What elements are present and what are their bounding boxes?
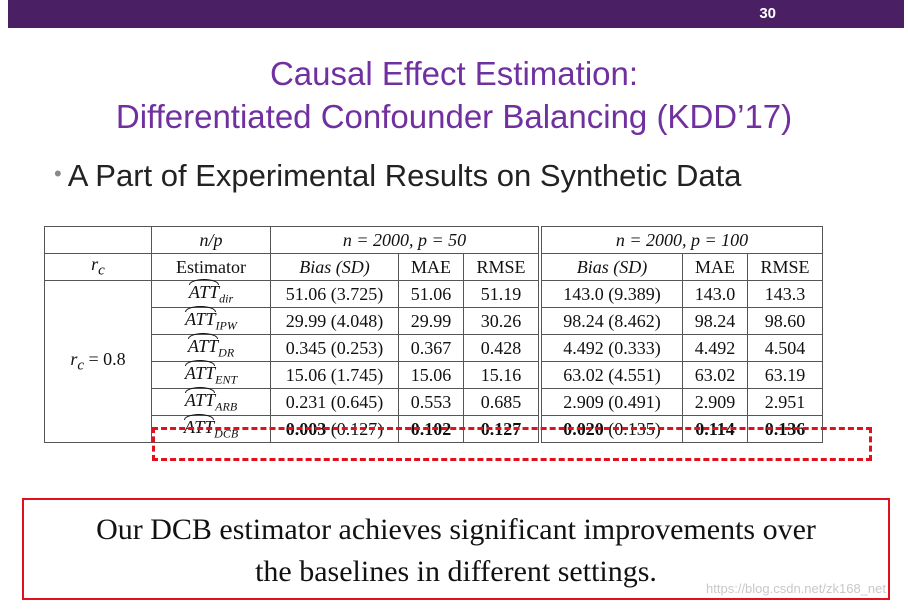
table-cell: 0.003 (0.127)	[270, 415, 399, 443]
title-line-1: Causal Effect Estimation:	[269, 55, 639, 92]
table-cell: 143.3	[747, 280, 823, 308]
table-cell: 4.504	[747, 334, 823, 362]
table-cell: 2.909 (0.491)	[538, 388, 683, 416]
estimator-att-ipw: ATTIPW	[151, 305, 271, 335]
table-cell: 98.24 (8.462)	[538, 307, 683, 335]
slide-title: Causal Effect Estimation: Differentiated…	[0, 52, 908, 138]
conclusion-box: Our DCB estimator achieves significant i…	[22, 498, 890, 600]
table-cell: 51.06	[398, 280, 464, 308]
table-cell: 0.553	[398, 388, 464, 416]
empty-header-cell	[44, 226, 152, 254]
bullet-text: A Part of Experimental Results on Synthe…	[67, 158, 742, 193]
table-cell: 15.16	[463, 361, 541, 389]
page-number: 30	[759, 5, 776, 22]
table-cell: 0.127	[463, 415, 541, 443]
table-cell: 63.02	[682, 361, 748, 389]
group-header-p100: n = 2000, p = 100	[538, 226, 823, 254]
col-bias-2: Bias (SD)	[538, 253, 683, 281]
table-cell: 51.19	[463, 280, 541, 308]
rc-group-label: rc = 0.8	[44, 280, 152, 443]
table-cell: 0.428	[463, 334, 541, 362]
table-cell: 0.345 (0.253)	[270, 334, 399, 362]
col-mae-1: MAE	[398, 253, 464, 281]
estimator-att-ent: ATTENT	[151, 359, 271, 389]
table-cell: 0.102	[398, 415, 464, 443]
table-cell: 51.06 (3.725)	[270, 280, 399, 308]
table-cell: 0.136	[747, 415, 823, 443]
table-cell: 143.0	[682, 280, 748, 308]
table-cell: 15.06	[398, 361, 464, 389]
table-cell: 29.99 (4.048)	[270, 307, 399, 335]
estimator-att-arb: ATTARB	[151, 386, 271, 416]
table-cell: 29.99	[398, 307, 464, 335]
table-cell: 63.19	[747, 361, 823, 389]
table-cell: 0.367	[398, 334, 464, 362]
table-cell: 0.685	[463, 388, 541, 416]
title-line-2: Differentiated Confounder Balancing (KDD…	[115, 98, 793, 135]
estimator-att-dcb: ATTDCB	[151, 413, 271, 443]
table-cell: 2.909	[682, 388, 748, 416]
watermark: https://blog.csdn.net/zk168_net	[706, 581, 886, 596]
table-cell: 143.0 (9.389)	[538, 280, 683, 308]
table-row: ATTENT 15.06 (1.745) 15.06 15.16 63.02 (…	[45, 359, 823, 389]
estimator-header: Estimator	[151, 253, 271, 281]
table-cell: 98.24	[682, 307, 748, 335]
table-cell: 30.26	[463, 307, 541, 335]
bullet-dot-icon: •	[54, 161, 62, 186]
table-cell: 63.02 (4.551)	[538, 361, 683, 389]
col-mae-2: MAE	[682, 253, 748, 281]
np-header: n/p	[151, 226, 271, 254]
header-row-2: rc Estimator Bias (SD) MAE RMSE Bias (SD…	[44, 253, 823, 281]
table-row: ATTARB 0.231 (0.645) 0.553 0.685 2.909 (…	[45, 386, 823, 416]
group-header-p50: n = 2000, p = 50	[270, 226, 541, 254]
table-row-dcb: ATTDCB 0.003 (0.127) 0.102 0.127 0.020 (…	[45, 413, 823, 443]
table-cell: 98.60	[747, 307, 823, 335]
rc-header: rc	[44, 253, 152, 281]
table-cell: 15.06 (1.745)	[270, 361, 399, 389]
table-cell: 4.492 (0.333)	[538, 334, 683, 362]
top-bar: 30	[8, 0, 904, 28]
table-row: ATTDR 0.345 (0.253) 0.367 0.428 4.492 (0…	[45, 332, 823, 362]
table-cell: 0.231 (0.645)	[270, 388, 399, 416]
col-rmse-2: RMSE	[747, 253, 823, 281]
bullet-point: • A Part of Experimental Results on Synth…	[54, 158, 741, 194]
estimator-att-dir: ATTdir	[151, 278, 271, 308]
table-row: ATTIPW 29.99 (4.048) 29.99 30.26 98.24 (…	[45, 305, 823, 335]
table-cell: 0.020 (0.135)	[538, 415, 683, 443]
conclusion-line-1: Our DCB estimator achieves significant i…	[96, 513, 816, 546]
col-rmse-1: RMSE	[463, 253, 541, 281]
results-table: n/p n = 2000, p = 50 n = 2000, p = 100 r…	[44, 226, 823, 443]
estimator-att-dr: ATTDR	[151, 332, 271, 362]
table-row: rc = 0.8 ATTdir 51.06 (3.725) 51.06 51.1…	[44, 278, 823, 443]
table-cell: 0.114	[682, 415, 748, 443]
header-row-1: n/p n = 2000, p = 50 n = 2000, p = 100	[44, 226, 823, 254]
col-bias-1: Bias (SD)	[270, 253, 399, 281]
table-cell: 4.492	[682, 334, 748, 362]
table-cell: 2.951	[747, 388, 823, 416]
conclusion-line-2: the baselines in different settings.	[255, 555, 657, 588]
